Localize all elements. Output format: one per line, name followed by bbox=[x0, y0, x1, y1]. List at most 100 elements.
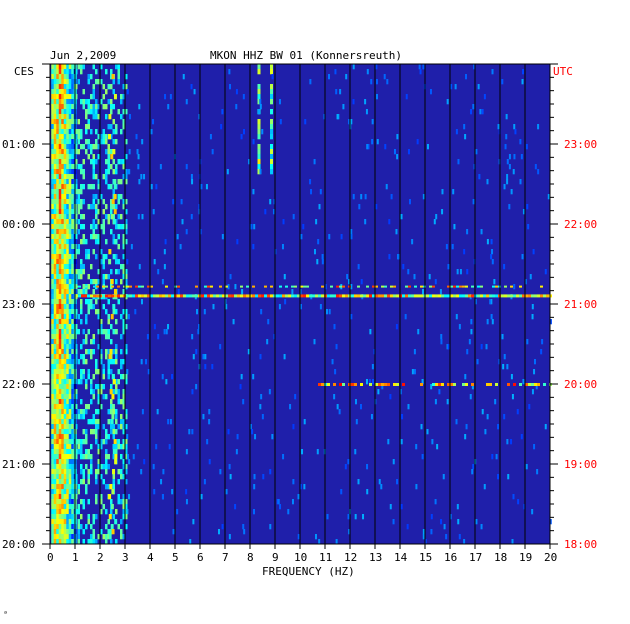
background-speckle bbox=[494, 399, 497, 405]
spectral-speckle bbox=[117, 389, 120, 395]
low-frequency-energy bbox=[66, 369, 70, 375]
spectral-speckle bbox=[117, 79, 120, 85]
background-speckle bbox=[262, 474, 265, 480]
spectral-speckle bbox=[77, 164, 80, 170]
spectral-speckle bbox=[110, 314, 114, 320]
low-frequency-energy bbox=[66, 289, 70, 295]
low-frequency-energy bbox=[53, 124, 57, 130]
spectral-speckle bbox=[95, 209, 98, 215]
spectral-speckle bbox=[125, 224, 128, 230]
spectral-speckle bbox=[85, 409, 88, 415]
spectral-speckle bbox=[110, 539, 113, 545]
low-frequency-energy bbox=[58, 379, 62, 385]
spectral-speckle bbox=[117, 74, 120, 80]
background-speckle bbox=[347, 514, 350, 520]
spectral-speckle bbox=[125, 274, 128, 280]
spectral-speckle bbox=[100, 139, 103, 145]
background-speckle bbox=[162, 469, 165, 475]
background-speckle bbox=[519, 179, 522, 185]
background-speckle bbox=[318, 539, 321, 545]
low-frequency-energy bbox=[51, 89, 55, 95]
event-band bbox=[312, 294, 315, 298]
spectral-speckle bbox=[97, 134, 100, 140]
low-frequency-energy bbox=[58, 199, 62, 205]
spectral-speckle bbox=[107, 319, 110, 325]
background-speckle bbox=[525, 144, 528, 150]
spectral-speckle bbox=[80, 479, 83, 485]
low-frequency-energy bbox=[63, 229, 67, 235]
low-frequency-energy bbox=[56, 69, 60, 75]
event-band bbox=[366, 285, 369, 288]
event-band bbox=[471, 383, 474, 386]
background-speckle bbox=[527, 224, 530, 230]
background-speckle bbox=[526, 204, 529, 210]
spectral-speckle bbox=[115, 259, 118, 265]
spectral-speckle bbox=[122, 534, 125, 540]
spectral-speckle bbox=[125, 409, 128, 415]
background-speckle bbox=[504, 144, 507, 150]
left-tick-label: 01:00 bbox=[2, 138, 35, 151]
low-frequency-energy bbox=[68, 154, 72, 160]
spectral-line bbox=[270, 169, 273, 175]
event-band bbox=[288, 294, 291, 298]
background-speckle bbox=[517, 499, 520, 505]
spectral-speckle bbox=[105, 169, 108, 175]
event-band bbox=[264, 285, 267, 288]
background-speckle bbox=[426, 144, 429, 150]
low-frequency-energy bbox=[51, 254, 55, 260]
low-frequency-energy bbox=[66, 249, 70, 255]
low-frequency-energy bbox=[53, 154, 57, 160]
low-frequency-energy bbox=[51, 289, 55, 295]
low-frequency-energy bbox=[53, 299, 57, 305]
background-speckle bbox=[348, 529, 351, 535]
low-frequency-energy bbox=[61, 299, 65, 305]
spectral-speckle bbox=[125, 174, 128, 180]
spectral-line bbox=[257, 164, 261, 170]
low-frequency-energy bbox=[68, 539, 72, 545]
spectral-speckle bbox=[100, 494, 103, 500]
spectral-speckle bbox=[95, 499, 98, 505]
low-frequency-energy bbox=[56, 214, 60, 220]
spectral-speckle bbox=[102, 199, 105, 205]
spectral-speckle bbox=[112, 149, 116, 155]
low-frequency-energy bbox=[63, 194, 67, 200]
spectral-speckle bbox=[97, 459, 100, 465]
low-frequency-energy bbox=[63, 339, 67, 345]
low-frequency-energy bbox=[68, 449, 72, 455]
low-frequency-energy bbox=[71, 529, 75, 535]
background-speckle bbox=[516, 409, 519, 415]
background-speckle bbox=[544, 424, 547, 430]
background-speckle bbox=[369, 329, 372, 335]
spectral-speckle bbox=[115, 319, 118, 325]
low-frequency-energy bbox=[53, 79, 57, 85]
low-frequency-energy bbox=[58, 174, 62, 180]
event-band bbox=[186, 294, 189, 298]
low-frequency-energy bbox=[68, 174, 72, 180]
background-speckle bbox=[235, 449, 238, 455]
background-speckle bbox=[190, 174, 193, 180]
low-frequency-energy bbox=[68, 504, 72, 510]
x-tick-label-11: 11 bbox=[319, 551, 332, 564]
background-speckle bbox=[377, 389, 380, 395]
background-speckle bbox=[464, 134, 467, 140]
low-frequency-energy bbox=[61, 189, 65, 195]
background-speckle bbox=[126, 509, 129, 515]
background-speckle bbox=[197, 329, 200, 335]
low-frequency-energy bbox=[71, 354, 75, 360]
spectral-speckle bbox=[108, 259, 112, 265]
background-speckle bbox=[165, 379, 168, 385]
low-frequency-energy bbox=[56, 144, 60, 150]
event-band bbox=[87, 294, 90, 298]
low-frequency-energy bbox=[63, 239, 67, 245]
event-band bbox=[117, 285, 120, 288]
event-band bbox=[111, 285, 114, 288]
spectral-speckle bbox=[112, 129, 115, 135]
low-frequency-energy bbox=[68, 104, 72, 110]
low-frequency-energy bbox=[61, 89, 65, 95]
background-speckle bbox=[342, 104, 345, 110]
low-frequency-energy bbox=[51, 384, 55, 390]
low-frequency-energy bbox=[56, 259, 60, 265]
spectral-speckle bbox=[112, 304, 116, 310]
spectral-speckle bbox=[77, 524, 80, 530]
spectral-speckle bbox=[117, 244, 120, 250]
